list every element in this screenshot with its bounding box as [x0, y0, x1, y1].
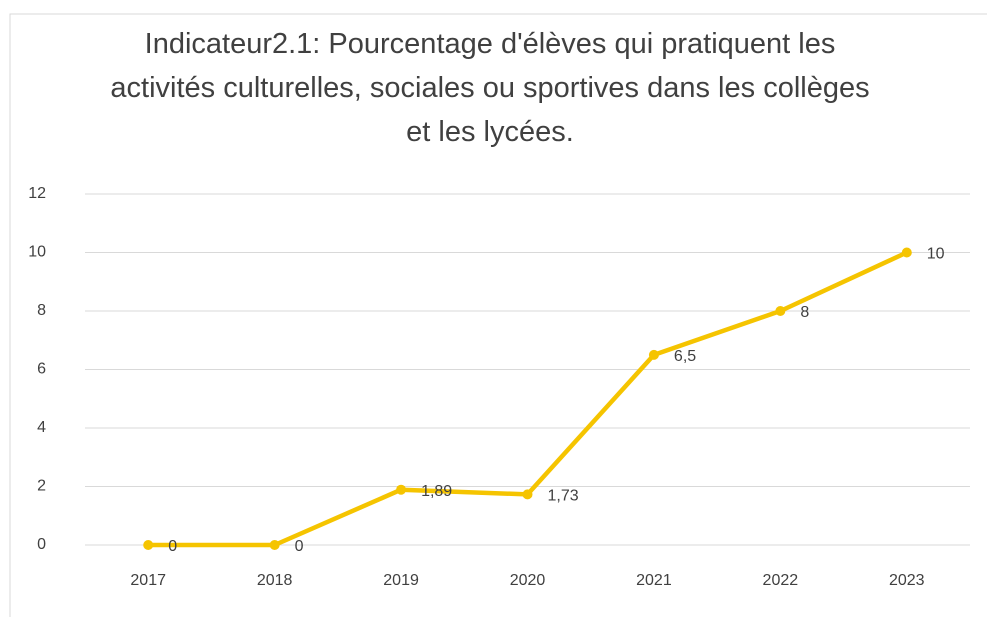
data-label: 1,89: [421, 483, 452, 500]
y-tick-label: 8: [37, 302, 46, 319]
chart-border: [9, 13, 987, 617]
y-tick-label: 2: [37, 478, 46, 495]
point: [396, 484, 407, 495]
y-tick-label: 4: [37, 419, 46, 436]
chart-title: Indicateur2.1: Pourcentage d'élèves qui …: [110, 28, 870, 148]
data-label: 6,5: [674, 348, 696, 365]
x-tick-label: 2018: [257, 572, 293, 589]
point: [143, 540, 154, 550]
point: [901, 247, 912, 258]
y-tick-label: 10: [28, 244, 46, 261]
x-tick-label: 2019: [383, 572, 419, 589]
x-tick-label: 2020: [510, 572, 546, 589]
point: [648, 349, 659, 360]
data-label: 0: [295, 538, 304, 555]
y-tick-label: 0: [37, 536, 46, 553]
y-tick-label: 12: [28, 185, 46, 202]
point: [522, 489, 533, 500]
point: [775, 306, 786, 316]
x-tick-label: 2017: [130, 572, 166, 589]
line: [148, 250, 908, 548]
x-tick-label: 2022: [763, 572, 799, 589]
data-label: 10: [927, 246, 945, 263]
y-tick-label: 6: [37, 361, 46, 378]
x-tick-label: 2021: [636, 572, 672, 589]
data-label: 1,73: [548, 488, 579, 505]
x-tick-label: 2023: [889, 572, 925, 589]
data-label: 8: [800, 304, 809, 321]
point: [269, 540, 280, 550]
data-label: 0: [168, 538, 177, 555]
